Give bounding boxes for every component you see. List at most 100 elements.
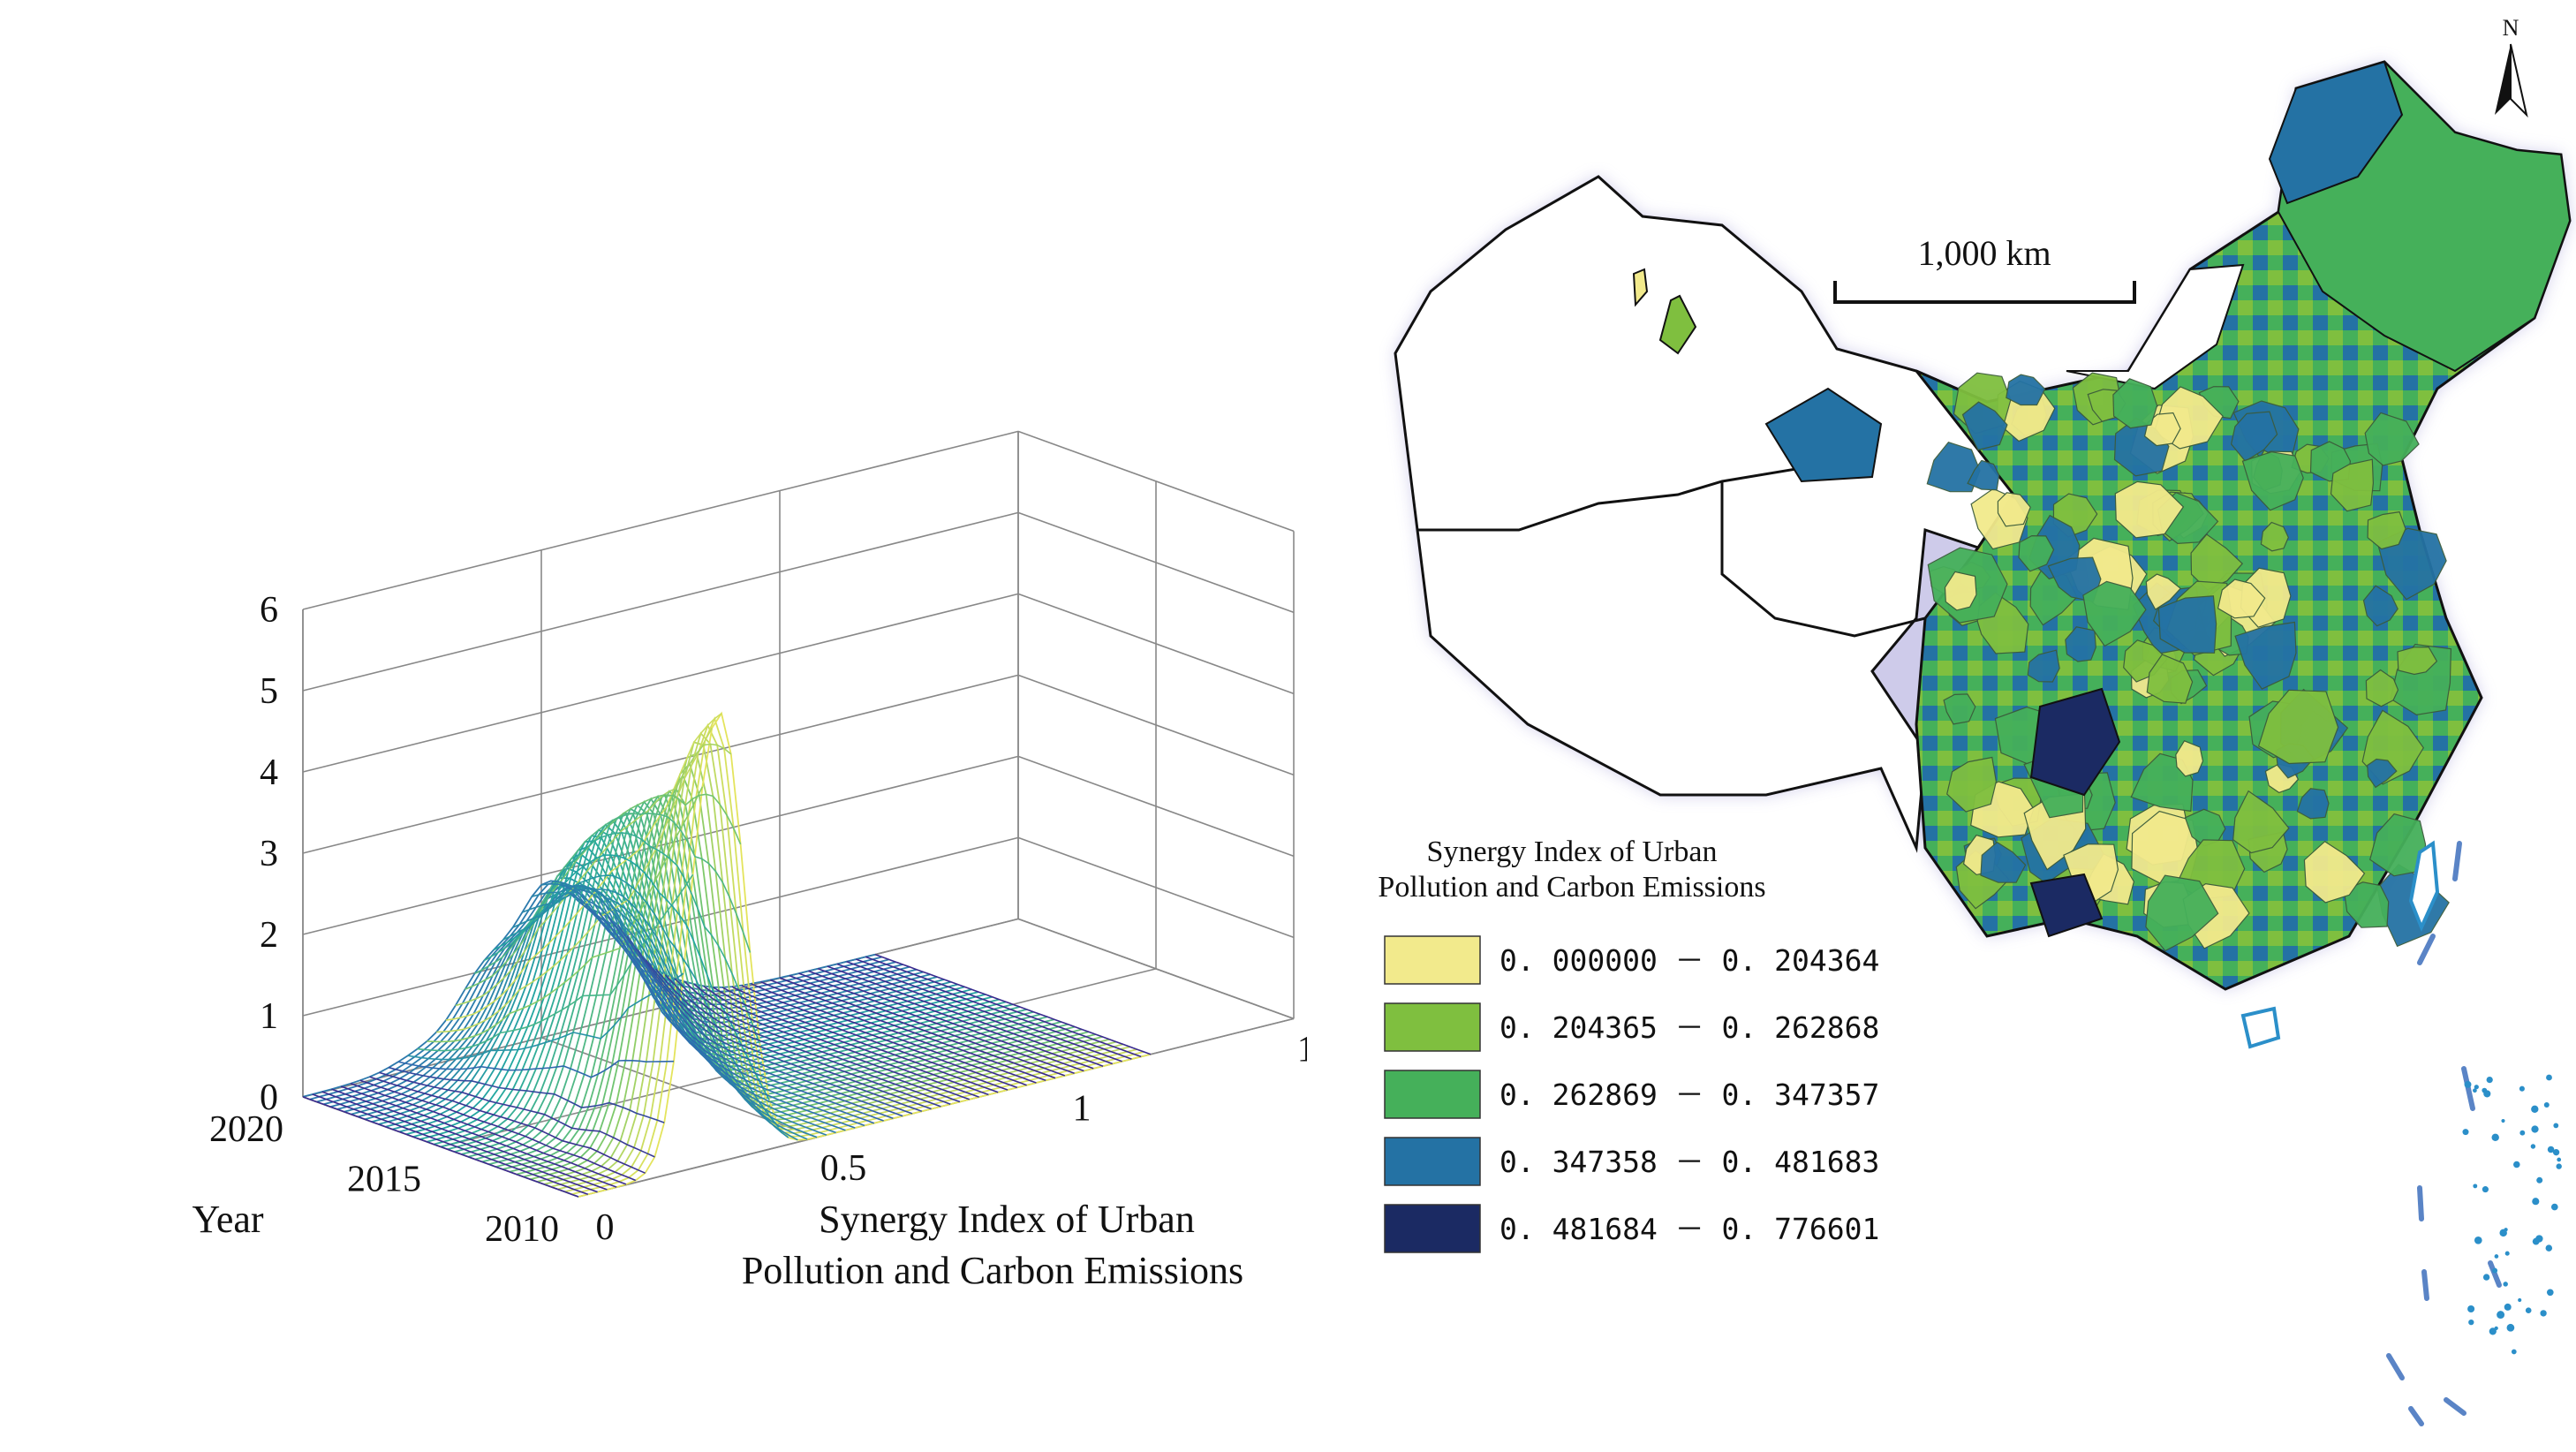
surface-column-line: [703, 985, 979, 1098]
island-dot: [2547, 1146, 2555, 1153]
island-dot: [2546, 1074, 2552, 1081]
city-patch: [2296, 788, 2330, 820]
gansu-blue: [1764, 387, 1883, 483]
city-patch: [2364, 412, 2420, 466]
surface-column-line: [369, 1076, 646, 1174]
north-label: N: [2503, 15, 2519, 41]
surface-column-line: [684, 980, 961, 1103]
x-tick-label: 0: [596, 1207, 615, 1248]
surface-column-line: [483, 832, 760, 1044]
heilongjiang-blue: [2268, 60, 2404, 205]
legend-label: 0. 481684 － 0. 776601: [1500, 1212, 1879, 1246]
city-patch: [1944, 571, 1977, 611]
year-tick-label: 2020: [209, 1109, 283, 1150]
surface-column-line: [712, 987, 989, 1096]
surface-column-line: [769, 979, 1046, 1082]
surface-column-line: [846, 961, 1122, 1063]
surface-column-line: [636, 948, 913, 1115]
surface-column-line: [865, 956, 1142, 1058]
surface-column-line: [436, 727, 713, 1033]
legend-swatch: [1384, 1002, 1481, 1052]
surface-column-line: [616, 924, 894, 1120]
legend-title-line2: Pollution and Carbon Emissions: [1378, 871, 1765, 904]
scale-bar: 1,000 km: [1833, 233, 2136, 304]
island-dot: [2482, 1186, 2489, 1193]
surface-column-line: [427, 786, 704, 1043]
surface-column-line: [474, 813, 752, 975]
island-dot: [2531, 1125, 2539, 1133]
surface-column-line: [512, 887, 789, 1138]
surface-column-line: [598, 911, 875, 1124]
x-tick-label: 1: [1073, 1089, 1092, 1130]
city-patch: [2376, 527, 2447, 601]
surface-column-line: [379, 1071, 655, 1158]
surface-column-line: [674, 978, 951, 1105]
surface-chart-panel: 0 1 2 3 4 5 6 2010 2015 2020 0 0.5 1 1.5 Year Syner…: [192, 430, 1343, 1292]
surface-column-line: [827, 965, 1104, 1067]
scale-bar-line: [1833, 281, 2136, 304]
surface-column-line: [465, 793, 742, 990]
surface-column-line: [789, 974, 1066, 1077]
city-patch: [1926, 442, 1981, 493]
surface-column-line: [397, 1059, 675, 1078]
surface-column-line: [721, 987, 999, 1093]
z-tick-label: 4: [260, 752, 278, 793]
surface-column-line: [407, 972, 684, 1061]
city-patch: [2365, 669, 2399, 707]
z-axis-ticks: 0 1 2 3 4 5 6: [260, 590, 278, 1118]
z-tick-label: 1: [260, 996, 278, 1037]
city-patch: [2241, 451, 2304, 511]
surface-chart: 0 1 2 3 4 5 6 2010 2015 2020 0 0.5 1 1.5 Year Syner…: [192, 430, 1343, 1292]
gridline-back-z: [302, 836, 1019, 1017]
island-dot: [2511, 1349, 2517, 1355]
legend-label: 0. 347358 － 0. 481683: [1500, 1145, 1879, 1179]
chongqing-dark: [2029, 687, 2121, 797]
island-dot: [2506, 1323, 2515, 1332]
island-dot: [2504, 1251, 2510, 1256]
city-patch: [2190, 533, 2244, 591]
city-patch: [2397, 646, 2438, 676]
legend: Synergy Index of Urban Pollution and Car…: [1378, 836, 1879, 1253]
island-dot: [2550, 1203, 2558, 1211]
south-china-sea-islands: [2462, 1074, 2562, 1355]
legend-swatch: [1384, 1137, 1481, 1186]
northeast-white-patch: [2066, 263, 2245, 390]
island-dot: [2467, 1305, 2475, 1313]
xinjiang-green-spot: [1658, 294, 1697, 355]
surface-column-line: [331, 1088, 608, 1191]
island-dot: [2491, 1133, 2499, 1142]
island-dot: [2540, 1310, 2547, 1317]
surface-row-line: [578, 711, 1152, 1198]
north-arrow: N: [2495, 15, 2528, 118]
city-patch: [2145, 874, 2219, 952]
surface-column-line: [731, 986, 1008, 1091]
surface-column-line: [312, 1093, 589, 1196]
city-patch: [2082, 580, 2147, 647]
island-dot: [2545, 1244, 2553, 1252]
year-tick-label: 2015: [347, 1160, 421, 1200]
surface-column-line: [350, 1083, 627, 1185]
surface-column-line: [493, 854, 770, 1100]
surface-column-line: [808, 970, 1084, 1072]
island-dot: [2474, 1085, 2479, 1090]
island-dot: [2519, 1130, 2526, 1136]
gridline-back-z: [302, 430, 1019, 610]
surface-column-line: [654, 968, 932, 1110]
scale-label: 1,000 km: [1917, 233, 2051, 273]
surface-column-line: [693, 983, 971, 1100]
island-dot: [2556, 1163, 2562, 1169]
china-map: N 1,000 km Synergy Index of Urban Pollut…: [1378, 15, 2572, 1426]
gridline-back-z: [302, 511, 1019, 692]
city-patch: [1943, 693, 1976, 725]
surface-column-line: [664, 974, 941, 1108]
island-dot: [2536, 1176, 2543, 1184]
map-panel: N 1,000 km Synergy Index of Urban Pollut…: [1307, 0, 2576, 1448]
island-dot: [2489, 1327, 2497, 1335]
island-dot: [2499, 1229, 2507, 1237]
city-patch: [2303, 840, 2366, 904]
island-dot: [2473, 1184, 2478, 1189]
city-patch: [2018, 534, 2055, 572]
year-axis-label: Year: [192, 1198, 263, 1241]
legend-items: 0. 000000 － 0. 204364 0. 204365 － 0. 2628…: [1384, 935, 1879, 1253]
surface-column-line: [874, 953, 1152, 1055]
